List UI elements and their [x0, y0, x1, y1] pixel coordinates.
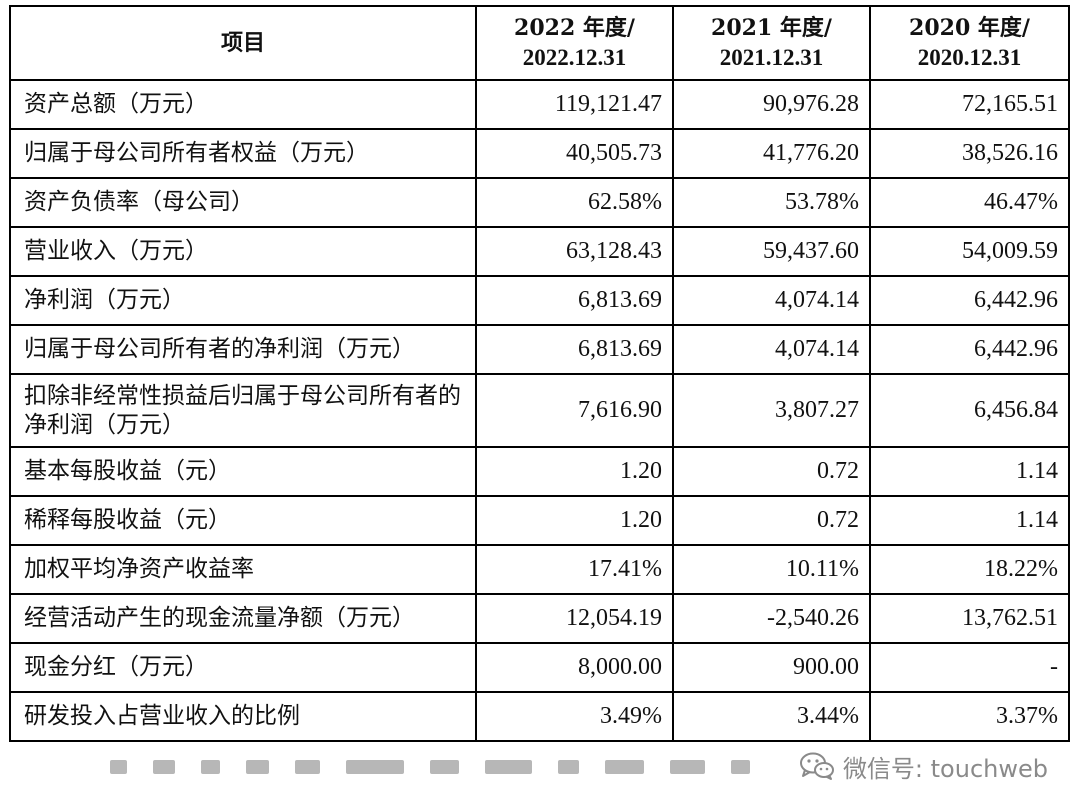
cell-2022: 7,616.90	[475, 373, 674, 448]
cell-2020: 1.14	[869, 495, 1070, 546]
cell-2021: 900.00	[672, 642, 871, 693]
cell-2021: -2,540.26	[672, 593, 871, 644]
table-row: 基本每股收益（元） 1.20 0.72 1.14	[9, 446, 1070, 497]
header-row: 项目 2022 年度/ 2022.12.31 2021 年度/ 2021.12.…	[9, 5, 1070, 81]
row-label: 稀释每股收益（元）	[9, 495, 477, 546]
cell-2022: 8,000.00	[475, 642, 674, 693]
cut-off-text-line	[110, 760, 750, 778]
cell-2020: 6,456.84	[869, 373, 1070, 448]
table-row: 资产总额（万元） 119,121.47 90,976.28 72,165.51	[9, 79, 1070, 130]
row-label: 营业收入（万元）	[9, 226, 477, 277]
header-year-2020: 2020 年度/ 2020.12.31	[869, 5, 1070, 81]
cell-2022: 12,054.19	[475, 593, 674, 644]
cell-2020: 46.47%	[869, 177, 1070, 228]
cell-2022: 17.41%	[475, 544, 674, 595]
cell-2022: 119,121.47	[475, 79, 674, 130]
cell-2021: 4,074.14	[672, 324, 871, 375]
wechat-watermark: 微信号: touchweb	[799, 748, 1048, 784]
row-label: 加权平均净资产收益率	[9, 544, 477, 595]
cell-2021: 3,807.27	[672, 373, 871, 448]
cell-2020: 3.37%	[869, 691, 1070, 742]
cell-2021: 3.44%	[672, 691, 871, 742]
table-row: 资产负债率（母公司） 62.58% 53.78% 46.47%	[9, 177, 1070, 228]
cell-2022: 1.20	[475, 446, 674, 497]
row-label: 现金分红（万元）	[9, 642, 477, 693]
cell-2021: 59,437.60	[672, 226, 871, 277]
row-label: 基本每股收益（元）	[9, 446, 477, 497]
row-label: 归属于母公司所有者的净利润（万元）	[9, 324, 477, 375]
header-date-label: 2022.12.31	[522, 45, 627, 70]
row-label: 经营活动产生的现金流量净额（万元）	[9, 593, 477, 644]
cell-2022: 3.49%	[475, 691, 674, 742]
cell-2022: 40,505.73	[475, 128, 674, 179]
cell-2022: 1.20	[475, 495, 674, 546]
cell-2021: 0.72	[672, 495, 871, 546]
header-date-label: 2020.12.31	[917, 45, 1022, 70]
table-row: 经营活动产生的现金流量净额（万元） 12,054.19 -2,540.26 13…	[9, 593, 1070, 644]
header-year-label: 2020 年度/	[909, 15, 1030, 41]
table-row: 净利润（万元） 6,813.69 4,074.14 6,442.96	[9, 275, 1070, 326]
row-label: 净利润（万元）	[9, 275, 477, 326]
cell-2020: 38,526.16	[869, 128, 1070, 179]
cell-2021: 41,776.20	[672, 128, 871, 179]
cell-2020: 72,165.51	[869, 79, 1070, 130]
cell-2021: 53.78%	[672, 177, 871, 228]
cell-2021: 10.11%	[672, 544, 871, 595]
header-date-label: 2021.12.31	[719, 45, 824, 70]
header-year-label: 2022 年度/	[514, 15, 635, 41]
row-label: 归属于母公司所有者权益（万元）	[9, 128, 477, 179]
header-year-label: 2021 年度/	[711, 15, 832, 41]
table-row: 加权平均净资产收益率 17.41% 10.11% 18.22%	[9, 544, 1070, 595]
cell-2020: 6,442.96	[869, 324, 1070, 375]
table-row: 稀释每股收益（元） 1.20 0.72 1.14	[9, 495, 1070, 546]
table-row: 现金分红（万元） 8,000.00 900.00 -	[9, 642, 1070, 693]
cell-2021: 4,074.14	[672, 275, 871, 326]
cell-2020: 13,762.51	[869, 593, 1070, 644]
row-label: 研发投入占营业收入的比例	[9, 691, 477, 742]
cell-2020: 6,442.96	[869, 275, 1070, 326]
row-label: 扣除非经常性损益后归属于母公司所有者的净利润（万元）	[9, 373, 477, 448]
table-row: 扣除非经常性损益后归属于母公司所有者的净利润（万元） 7,616.90 3,80…	[9, 373, 1070, 448]
cell-2022: 6,813.69	[475, 275, 674, 326]
table-row: 归属于母公司所有者的净利润（万元） 6,813.69 4,074.14 6,44…	[9, 324, 1070, 375]
table-row: 研发投入占营业收入的比例 3.49% 3.44% 3.37%	[9, 691, 1070, 742]
cell-2021: 0.72	[672, 446, 871, 497]
financial-data-table: 项目 2022 年度/ 2022.12.31 2021 年度/ 2021.12.…	[9, 5, 1070, 742]
cell-2022: 63,128.43	[475, 226, 674, 277]
header-item: 项目	[9, 5, 477, 81]
cell-2020: -	[869, 642, 1070, 693]
header-year-2022: 2022 年度/ 2022.12.31	[475, 5, 674, 81]
cell-2020: 18.22%	[869, 544, 1070, 595]
row-label: 资产总额（万元）	[9, 79, 477, 130]
cell-2022: 62.58%	[475, 177, 674, 228]
cell-2020: 1.14	[869, 446, 1070, 497]
cell-2021: 90,976.28	[672, 79, 871, 130]
cell-2020: 54,009.59	[869, 226, 1070, 277]
row-label: 资产负债率（母公司）	[9, 177, 477, 228]
wechat-icon	[799, 751, 835, 781]
header-year-2021: 2021 年度/ 2021.12.31	[672, 5, 871, 81]
watermark-text: 微信号: touchweb	[842, 754, 1048, 783]
table-row: 营业收入（万元） 63,128.43 59,437.60 54,009.59	[9, 226, 1070, 277]
table-row: 归属于母公司所有者权益（万元） 40,505.73 41,776.20 38,5…	[9, 128, 1070, 179]
cell-2022: 6,813.69	[475, 324, 674, 375]
